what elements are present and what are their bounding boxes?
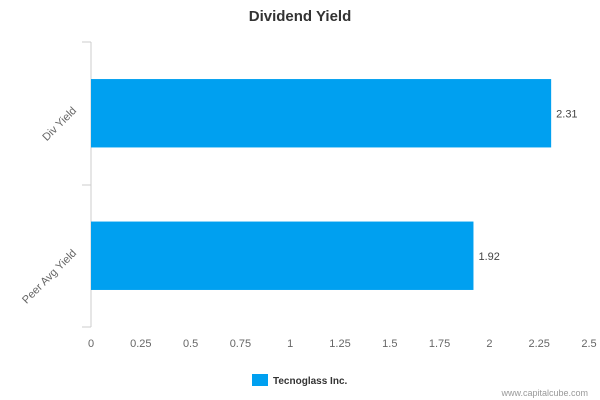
bar[interactable] — [91, 221, 474, 290]
x-tick-label: 0.75 — [230, 338, 251, 350]
data-label: 2.31 — [556, 108, 577, 120]
x-tick-labels-group: 0 0.25 0.5 0.75 1 1.25 1.5 1.75 2 2.25 2.5 — [88, 338, 597, 350]
x-tick-label: 0.25 — [130, 338, 151, 350]
category-label: Div Yield — [40, 105, 79, 144]
x-tick-label: 1 — [287, 338, 293, 350]
watermark: www.capitalcube.com — [500, 388, 588, 398]
x-tick-label: 1.25 — [329, 338, 350, 350]
legend[interactable]: Tecnoglass Inc. — [252, 374, 348, 387]
data-labels-group: 2.31 1.92 — [478, 108, 577, 263]
x-tick-label: 0.5 — [183, 338, 198, 350]
x-tick-label: 1.5 — [382, 338, 397, 350]
category-labels-group: Div Yield Peer Avg Yield — [20, 105, 79, 306]
legend-swatch — [252, 374, 268, 386]
chart-title: Dividend Yield — [249, 8, 352, 25]
x-tick-label: 0 — [88, 338, 94, 350]
bar[interactable] — [91, 79, 552, 148]
category-label: Peer Avg Yield — [20, 247, 79, 306]
x-tick-label: 2 — [486, 338, 492, 350]
legend-label: Tecnoglass Inc. — [273, 376, 348, 387]
data-label: 1.92 — [478, 251, 499, 263]
x-tick-label: 2.5 — [581, 338, 596, 350]
x-tick-label: 1.75 — [429, 338, 450, 350]
x-tick-label: 2.25 — [528, 338, 549, 350]
axes — [82, 41, 92, 328]
bars-group — [91, 79, 552, 290]
